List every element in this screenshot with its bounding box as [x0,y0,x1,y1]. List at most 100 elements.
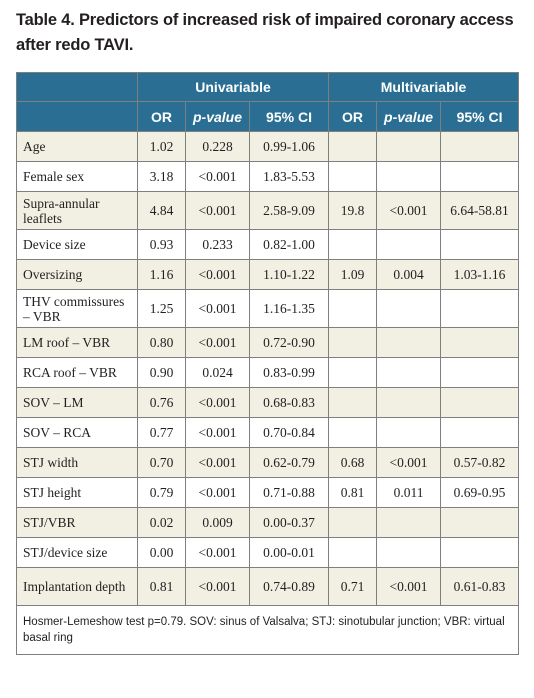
cell-u-ci: 0.70-0.84 [248,417,330,448]
cell-u-or: 0.90 [137,357,186,388]
cell-m-p: 0.011 [376,477,442,508]
cell-u-p: <0.001 [185,537,250,568]
cell-m-ci: 0.57-0.82 [440,447,520,478]
cell-m-or [328,387,378,418]
footnote-row: Hosmer-Lemeshow test p=0.79. SOV: sinus … [15,605,520,655]
cell-m-p [376,357,442,388]
row-label: STJ height [16,477,138,508]
table-row: Female sex 3.18 <0.001 1.83-5.53 [16,161,520,192]
cell-u-or: 0.79 [137,477,186,508]
row-label: STJ width [16,447,138,478]
cell-m-ci [440,327,520,358]
table-row: LM roof – VBR 0.80 <0.001 0.72-0.90 [16,327,520,358]
cell-m-ci [440,357,520,388]
cell-m-or [328,131,378,162]
row-label: Oversizing [16,259,138,290]
cell-u-ci: 1.16-1.35 [248,289,330,328]
cell-u-p: 0.228 [185,131,250,162]
row-label: Female sex [16,161,138,192]
cell-u-or: 1.02 [137,131,186,162]
cell-u-or: 0.00 [137,537,186,568]
cell-u-ci: 0.74-0.89 [248,567,330,606]
header-corner-cell [16,72,138,102]
cell-m-ci [440,229,520,260]
table-row: STJ height 0.79 <0.001 0.71-0.88 0.81 0.011 0.… [16,477,520,508]
column-header-or: OR [328,101,378,132]
cell-m-ci [440,537,520,568]
cell-m-ci: 6.64-58.81 [440,191,520,230]
cell-m-p [376,289,442,328]
cell-u-or: 0.81 [137,567,186,606]
cell-u-ci: 0.68-0.83 [248,387,330,418]
cell-u-p: <0.001 [185,387,250,418]
row-label: Supra-annular leaflets [16,191,138,230]
cell-u-or: 0.70 [137,447,186,478]
row-label: THV commissures – VBR [16,289,138,328]
row-label: SOV – RCA [16,417,138,448]
cell-u-p: <0.001 [185,161,250,192]
cell-m-p: <0.001 [376,191,442,230]
row-label: Age [16,131,138,162]
cell-m-or [328,357,378,388]
table-row: Age 1.02 0.228 0.99-1.06 [16,131,520,162]
cell-m-ci: 0.61-0.83 [440,567,520,606]
row-label: Implantation depth [16,567,138,606]
cell-u-ci: 0.62-0.79 [248,447,330,478]
cell-u-or: 0.80 [137,327,186,358]
cell-m-ci [440,507,520,538]
cell-m-p [376,417,442,448]
cell-m-or: 0.71 [328,567,378,606]
column-header-ci: 95% CI [440,101,520,132]
row-label: STJ/device size [16,537,138,568]
cell-m-p: <0.001 [376,567,442,606]
column-header-row: OR p-value 95% CI OR p-value 95% CI [16,101,520,132]
cell-u-p: <0.001 [185,191,250,230]
cell-m-or [328,229,378,260]
cell-u-p: <0.001 [185,327,250,358]
table-row: STJ/device size 0.00 <0.001 0.00-0.01 [16,537,520,568]
cell-m-p [376,507,442,538]
row-label: STJ/VBR [16,507,138,538]
cell-m-or [328,537,378,568]
table-row: SOV – RCA 0.77 <0.001 0.70-0.84 [16,417,520,448]
cell-m-p [376,131,442,162]
cell-u-or: 0.02 [137,507,186,538]
cell-m-p: <0.001 [376,447,442,478]
cell-u-or: 1.16 [137,259,186,290]
cell-u-or: 4.84 [137,191,186,230]
cell-m-or [328,417,378,448]
group-header-row: Univariable Multivariable [16,72,520,102]
cell-m-p [376,161,442,192]
column-header-p-value: p-value [185,101,250,132]
cell-m-p [376,387,442,418]
table-row: STJ/VBR 0.02 0.009 0.00-0.37 [16,507,520,538]
cell-u-ci: 2.58-9.09 [248,191,330,230]
cell-m-or [328,507,378,538]
cell-u-or: 1.25 [137,289,186,328]
cell-u-or: 3.18 [137,161,186,192]
cell-m-ci [440,417,520,448]
cell-u-ci: 1.83-5.53 [248,161,330,192]
cell-u-p: <0.001 [185,417,250,448]
cell-u-ci: 0.00-0.37 [248,507,330,538]
table-row: RCA roof – VBR 0.90 0.024 0.83-0.99 [16,357,520,388]
cell-u-p: <0.001 [185,567,250,606]
cell-m-or: 1.09 [328,259,378,290]
table-row: Implantation depth 0.81 <0.001 0.74-0.89 0.7… [16,567,520,606]
table-row: THV commissures – VBR 1.25 <0.001 1.16-1.35 [16,289,520,328]
cell-u-or: 0.77 [137,417,186,448]
predictors-table: Univariable Multivariable OR p-value 95%… [15,72,520,655]
cell-u-ci: 0.00-0.01 [248,537,330,568]
cell-u-or: 0.93 [137,229,186,260]
cell-u-ci: 0.82-1.00 [248,229,330,260]
row-label: LM roof – VBR [16,327,138,358]
cell-u-p: 0.009 [185,507,250,538]
cell-u-p: 0.024 [185,357,250,388]
cell-m-p: 0.004 [376,259,442,290]
cell-m-ci: 1.03-1.16 [440,259,520,290]
table-title: Table 4. Predictors of increased risk of… [16,11,514,54]
cell-m-ci [440,131,520,162]
column-header-p-value: p-value [376,101,442,132]
cell-u-ci: 1.10-1.22 [248,259,330,290]
